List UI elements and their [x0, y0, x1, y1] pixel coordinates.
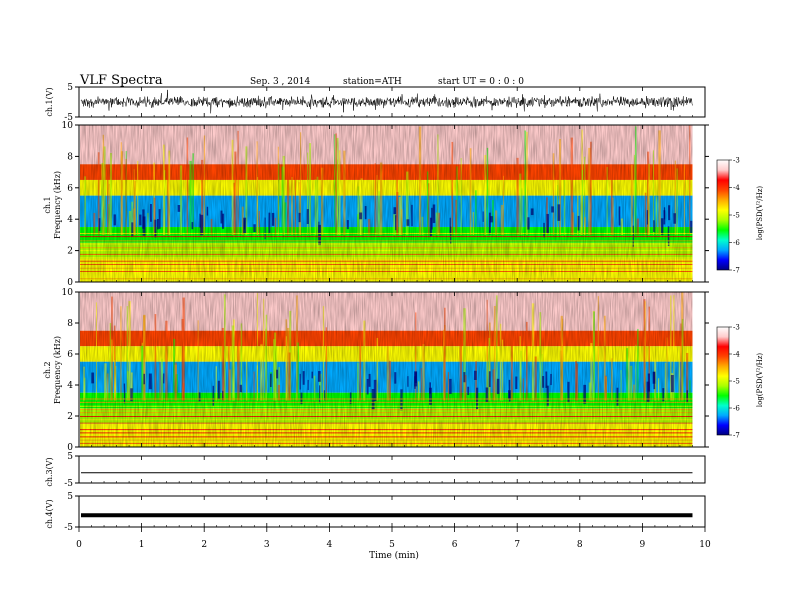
x-tick-label: 7	[514, 540, 520, 550]
y-tick-label: 8	[67, 152, 73, 162]
ch4-waveform-ylabel: ch.4(V)	[45, 499, 54, 528]
ch1-channel-label: ch.1	[43, 196, 52, 213]
x-tick-label: 5	[389, 540, 395, 550]
ch2-channel-label: ch.2	[43, 361, 52, 378]
y-tick-label: 0	[67, 278, 73, 288]
date-label: Sep. 3 , 2014	[250, 77, 310, 87]
y-tick-label: -5	[64, 479, 73, 489]
ch3_waveform-frame	[78, 455, 706, 484]
colorbar-tick-label: -7	[733, 267, 740, 275]
panels: 5-50246810-3-4-5-6-70246810-3-4-5-6-75-5…	[62, 83, 741, 550]
x-tick-label: 10	[699, 540, 711, 550]
colorbar1-label: log(PSD(V²/Hz)	[756, 186, 764, 241]
x-tick-label: 2	[201, 540, 207, 550]
colorbar2-label: log(PSD(V²/Hz)	[756, 353, 764, 408]
colorbar-tick-label: -7	[733, 432, 740, 440]
y-tick-label: 8	[67, 319, 73, 329]
colorbar-2	[716, 326, 730, 436]
chart-title: VLF Spectra	[79, 73, 163, 88]
colorbar-1	[716, 159, 730, 271]
colorbar-tick-label: -3	[733, 157, 740, 165]
spectrum-texture	[80, 125, 693, 282]
colorbar-tick-label: -4	[733, 351, 740, 359]
ch3-waveform-ylabel: ch.3(V)	[45, 457, 54, 486]
ch1_waveform-line	[80, 89, 693, 114]
ch1-frequency-ylabel: Frequency (kHz)	[53, 171, 62, 239]
y-tick-label: -5	[64, 523, 73, 533]
y-tick-label: 2	[67, 412, 73, 422]
x-axis-label: Time (min)	[369, 550, 419, 561]
colorbar-tick-label: -5	[733, 378, 740, 386]
colorbar-tick-label: -3	[733, 324, 740, 332]
x-tick-label: 0	[76, 540, 82, 550]
x-tick-label: 8	[577, 540, 583, 550]
x-tick-label: 6	[452, 540, 458, 550]
station-label: station=ATH	[343, 77, 402, 87]
y-tick-label: 6	[67, 350, 73, 360]
y-tick-label: 5	[67, 83, 73, 93]
colorbar-tick-label: -6	[733, 239, 740, 247]
start-time-label: start UT = 0 : 0 : 0	[438, 77, 524, 87]
colorbar-tick-label: -5	[733, 212, 740, 220]
x-tick-label: 9	[640, 540, 646, 550]
colorbar-tick-label: -6	[733, 405, 740, 413]
y-tick-label: -5	[64, 113, 73, 123]
y-tick-label: 2	[67, 247, 73, 257]
y-tick-label: 4	[67, 215, 73, 225]
y-tick-label: 0	[67, 443, 73, 453]
y-tick-label: 5	[67, 452, 73, 462]
ch4_waveform-frame	[78, 495, 706, 528]
ch1-waveform-ylabel: ch.1(V)	[45, 87, 54, 116]
y-tick-label: 5	[67, 492, 73, 502]
spectrum-texture	[80, 292, 693, 447]
y-tick-label: 4	[67, 381, 73, 391]
y-tick-label: 6	[67, 184, 73, 194]
ch2-frequency-ylabel: Frequency (kHz)	[53, 336, 62, 404]
x-tick-label: 3	[264, 540, 270, 550]
y-tick-label: 10	[62, 121, 74, 131]
x-tick-label: 4	[327, 540, 333, 550]
y-tick-label: 10	[62, 288, 74, 298]
x-tick-label: 1	[139, 540, 145, 550]
colorbar-tick-label: -4	[733, 184, 740, 192]
